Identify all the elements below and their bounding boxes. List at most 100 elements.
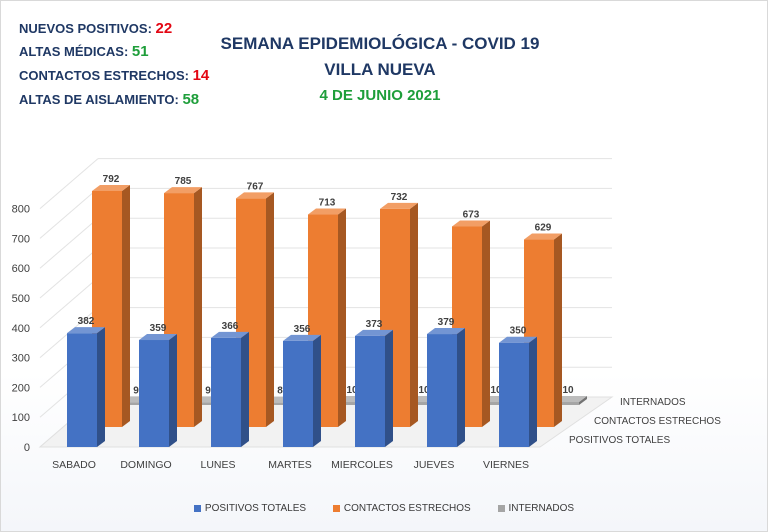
grid-side-6: [39, 217, 99, 269]
data-label: 792: [103, 174, 120, 185]
stat-close-contacts-value: 14: [192, 67, 210, 84]
x-tick-label: MARTES: [268, 459, 312, 471]
stat-close-contacts: CONTACTOS ESTRECHOS: 14: [19, 67, 210, 84]
data-label: 785: [175, 176, 192, 187]
x-tick-label: DOMINGO: [120, 459, 171, 471]
bar-top-0-2: [211, 331, 249, 338]
y-tick-label: 0: [24, 442, 30, 454]
bar-top-0-5: [427, 328, 465, 335]
stat-medical-discharges: ALTAS MÉDICAS: 51: [19, 43, 149, 60]
bar-positivos-totales-jueves: [427, 334, 457, 447]
data-label: 713: [319, 198, 336, 209]
bar-positivos-totales-sabado: [67, 333, 97, 447]
bar-positivos-totales-miercoles: [355, 335, 385, 447]
stat-new-positives-value: 22: [155, 20, 173, 37]
bar-top-1-2: [236, 192, 274, 199]
y-tick-label: 800: [12, 204, 30, 216]
bar-top-1-0: [92, 184, 130, 191]
stat-isolation-discharges: ALTAS DE AISLAMIENTO: 58: [19, 91, 200, 108]
data-label: 366: [222, 321, 239, 332]
x-tick-label: LUNES: [200, 459, 235, 471]
data-label: 359: [150, 323, 167, 334]
legend-item-positivos: POSITIVOS TOTALES: [193, 503, 306, 514]
data-label: 10: [418, 385, 430, 396]
chart-subtitle: VILLA NUEVA: [324, 60, 436, 79]
bar-side-0-4: [385, 329, 393, 447]
bar-internados-domingo: [189, 402, 219, 405]
depth-label-positivos: POSITIVOS TOTALES: [569, 435, 670, 446]
data-label: 673: [463, 209, 480, 220]
bar-internados-viernes: [549, 402, 579, 405]
y-tick-label: 700: [12, 233, 30, 245]
bar-positivos-totales-domingo: [139, 340, 169, 447]
bar-side-0-3: [313, 334, 321, 447]
bar-top-0-1: [139, 334, 177, 341]
bar-positivos-totales-lunes: [211, 337, 241, 447]
bar-top-0-3: [283, 334, 321, 341]
bar-side-1-6: [554, 233, 562, 427]
data-label: 732: [391, 192, 408, 203]
grid-side-5: [39, 247, 99, 299]
bar-side-0-5: [457, 328, 465, 447]
stat-medical-discharges-value: 51: [131, 43, 149, 60]
data-label: 373: [366, 319, 383, 330]
bar-side-0-1: [169, 334, 177, 447]
bar-side-0-6: [529, 336, 537, 447]
data-label: 350: [510, 326, 527, 337]
chart-legend: POSITIVOS TOTALES CONTACTOS ESTRECHOS IN…: [0, 503, 768, 514]
bar-internados-sabado: [117, 402, 147, 405]
bar-side-1-3: [338, 208, 346, 427]
y-tick-label: 600: [12, 263, 30, 275]
chart-date: 4 DE JUNIO 2021: [319, 87, 441, 104]
bar-top-0-6: [499, 336, 537, 343]
bar-top-0-0: [67, 327, 105, 334]
y-tick-label: 400: [12, 323, 30, 335]
bar-positivos-totales-viernes: [499, 342, 529, 447]
x-tick-label: MIERCOLES: [331, 459, 393, 471]
bar-internados-jueves: [477, 402, 507, 405]
depth-label-contactos: CONTACTOS ESTRECHOS: [594, 416, 721, 427]
data-label: 9: [133, 385, 139, 396]
legend-item-contactos: CONTACTOS ESTRECHOS: [332, 503, 471, 514]
stat-isolation-discharges-value: 58: [182, 91, 200, 108]
grid-side-4: [39, 277, 99, 329]
data-label: 382: [78, 316, 95, 327]
bar-top-1-6: [524, 233, 562, 240]
bar-top-1-1: [164, 187, 202, 194]
data-label: 629: [535, 223, 552, 234]
bar-side-1-5: [482, 220, 490, 427]
x-tick-label: SABADO: [52, 459, 96, 471]
bar-side-2-6: [579, 396, 587, 405]
data-label: 8: [277, 386, 283, 397]
bar-side-1-4: [410, 202, 418, 427]
legend-item-internados: INTERNADOS: [497, 503, 574, 514]
bar-internados-martes: [333, 402, 363, 405]
depth-label-internados: INTERNADOS: [620, 397, 686, 408]
stat-new-positives: NUEVOS POSITIVOS: 22: [19, 20, 173, 37]
y-tick-label: 200: [12, 382, 30, 394]
data-label: 10: [346, 385, 358, 396]
chart-title: SEMANA EPIDEMIOLÓGICA - COVID 19: [220, 34, 540, 53]
data-label: 356: [294, 324, 311, 335]
data-label: 10: [490, 385, 502, 396]
bar-internados-lunes: [261, 402, 291, 405]
bar-top-0-4: [355, 329, 393, 336]
x-tick-label: VIERNES: [483, 459, 529, 471]
grid-side-7: [39, 188, 99, 239]
bar-top-1-3: [308, 208, 346, 215]
y-tick-label: 300: [12, 353, 30, 365]
bar-side-1-2: [266, 192, 274, 427]
bar-top-1-4: [380, 202, 418, 209]
bar-internados-miercoles: [405, 402, 435, 405]
bar-side-0-2: [241, 331, 249, 447]
bar-side-1-1: [194, 187, 202, 427]
bar-side-1-0: [122, 184, 130, 427]
x-tick-label: JUEVES: [414, 459, 455, 471]
grid-side-8: [39, 158, 99, 209]
y-tick-label: 500: [12, 293, 30, 305]
data-label: 379: [438, 317, 455, 328]
data-label: 10: [562, 385, 574, 396]
bar-positivos-totales-martes: [283, 340, 313, 447]
bar-top-1-5: [452, 220, 490, 227]
